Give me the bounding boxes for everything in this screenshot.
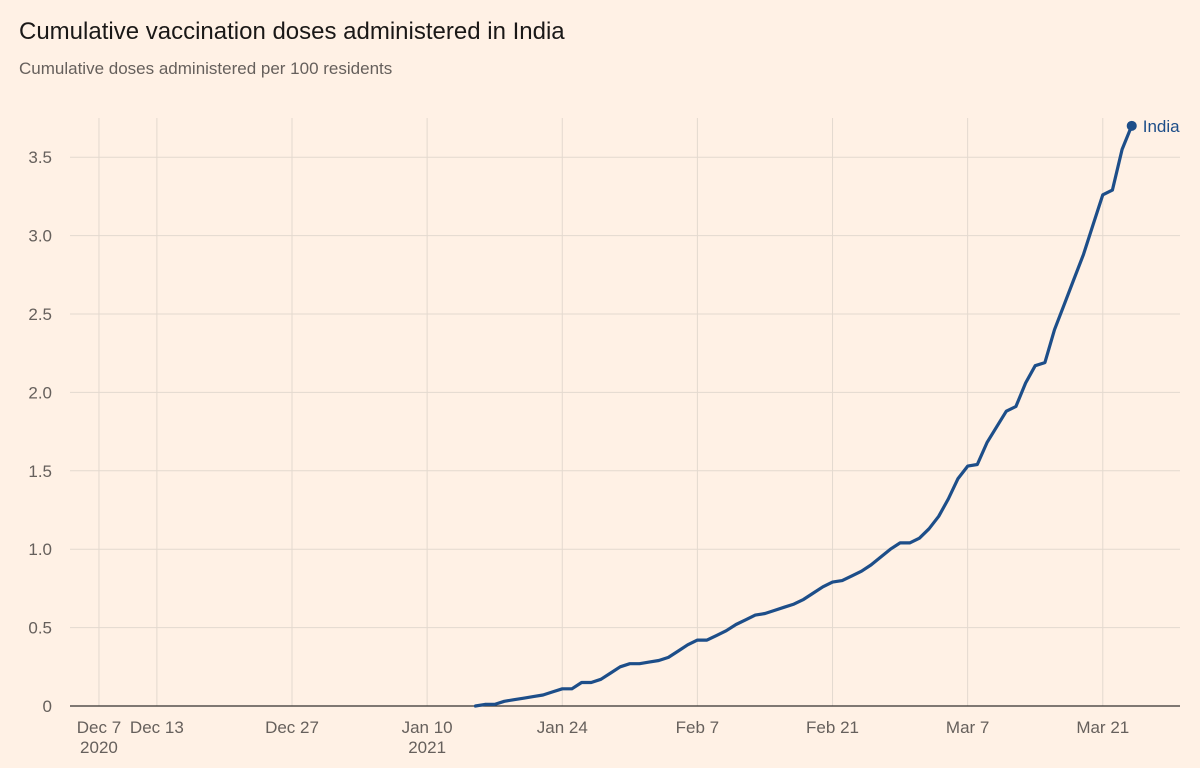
series-end-label: India <box>1143 117 1180 136</box>
x-tick-label: Jan 24 <box>537 718 588 737</box>
y-tick-label: 0 <box>43 697 52 716</box>
y-axis-labels: 0 0.5 1.0 1.5 2.0 2.5 3.0 3.5 <box>28 148 52 716</box>
x-tick-label: Feb 7 <box>676 718 719 737</box>
y-tick-label: 0.5 <box>28 619 52 638</box>
x-tick-label: Jan 10 <box>402 718 453 737</box>
y-tick-label: 3.0 <box>28 227 52 246</box>
x-tick-label: Dec 27 <box>265 718 319 737</box>
y-tick-label: 2.5 <box>28 305 52 324</box>
series-group: India <box>473 117 1180 708</box>
y-tick-label: 1.5 <box>28 462 52 481</box>
x-tick-label: Dec 7 <box>77 718 121 737</box>
x-tick-sublabel: 2021 <box>408 738 446 757</box>
x-tick-label: Mar 21 <box>1076 718 1129 737</box>
chart-subtitle: Cumulative doses administered per 100 re… <box>19 59 393 78</box>
chart-title: Cumulative vaccination doses administere… <box>19 18 565 45</box>
x-tick-sublabel: 2020 <box>80 738 118 757</box>
x-gridlines <box>70 118 1180 707</box>
y-gridlines <box>70 156 1180 629</box>
y-tick-label: 3.5 <box>28 148 52 167</box>
y-tick-label: 2.0 <box>28 383 52 402</box>
end-point-marker <box>1126 120 1137 131</box>
x-tick-label: Mar 7 <box>946 718 989 737</box>
y-tick-label: 1.0 <box>28 540 52 559</box>
x-tick-label: Feb 21 <box>806 718 859 737</box>
series-line-india <box>473 124 1134 708</box>
x-tick-label: Dec 13 <box>130 718 184 737</box>
